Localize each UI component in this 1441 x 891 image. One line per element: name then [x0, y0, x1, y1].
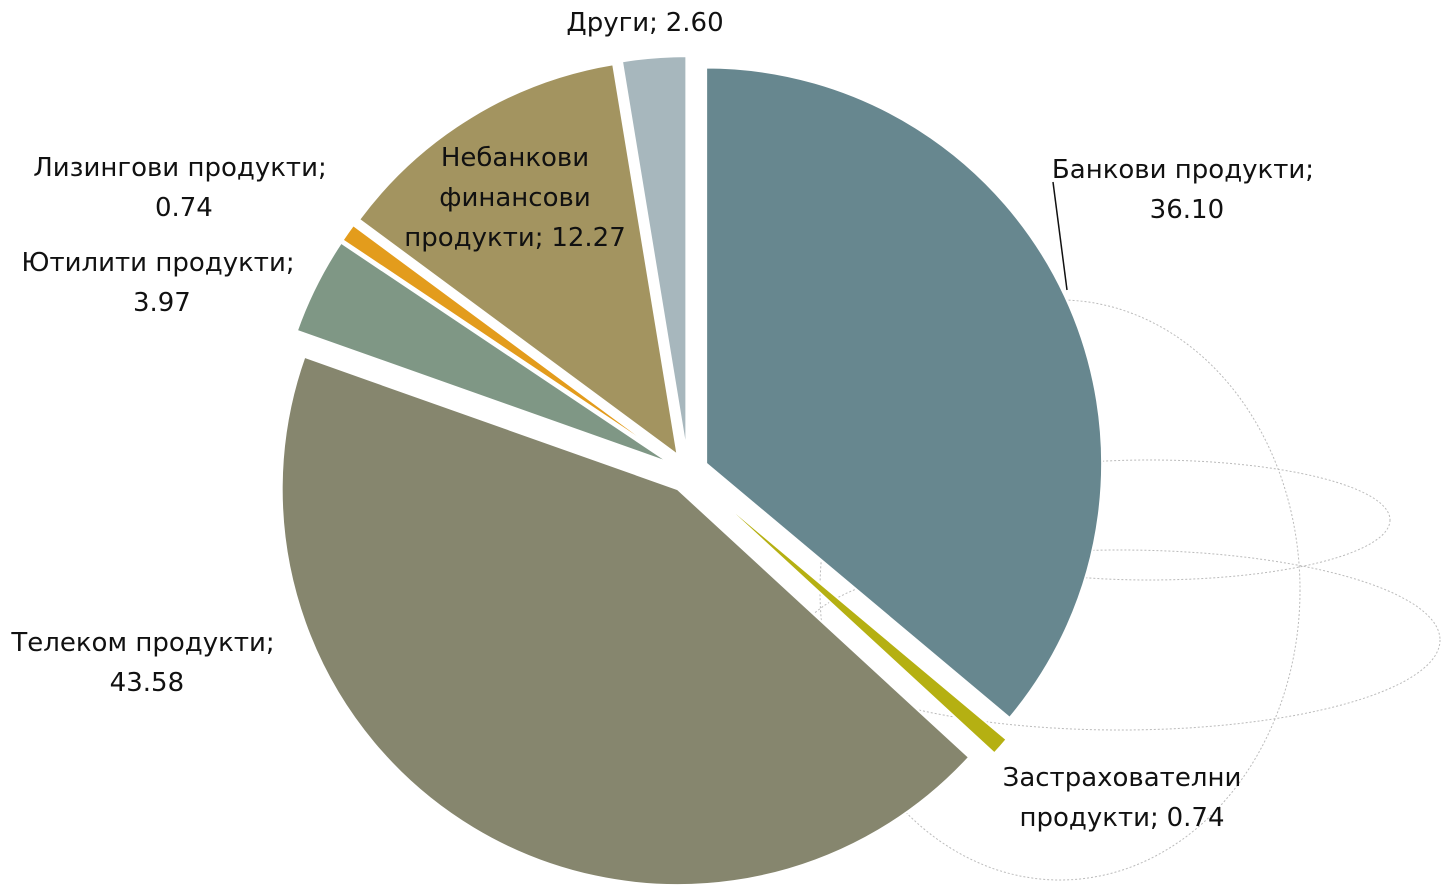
data-label: Лизингови продукти; 0.74	[20, 148, 340, 228]
data-label: Банкови продукти; 36.10	[1043, 150, 1323, 230]
value-label: 36.10	[1150, 190, 1224, 230]
data-label: Ютилити продукти; 3.97	[13, 243, 303, 323]
value-label: 43.58	[110, 663, 184, 703]
value-label: 12.27	[551, 218, 625, 258]
category-label: Телеком продукти;	[11, 628, 274, 658]
category-label: Банкови продукти;	[1052, 155, 1314, 185]
data-label: Други; 2.60	[485, 3, 805, 43]
data-label: Небанкови финансови продукти;12.27	[400, 138, 630, 258]
value-label: 2.60	[666, 3, 724, 43]
data-label: Застрахователни продукти;0.74	[992, 758, 1252, 838]
category-label: Ютилити продукти;	[21, 248, 294, 278]
value-label: 0.74	[1167, 798, 1225, 838]
value-label: 3.97	[133, 283, 191, 323]
category-label: Други;	[566, 8, 658, 38]
data-label: Телеком продукти; 43.58	[3, 623, 283, 703]
value-label: 0.74	[155, 188, 213, 228]
category-label: Лизингови продукти;	[33, 153, 327, 183]
chart: Банкови продукти; 36.10 Застрахователни пр…	[0, 0, 1441, 891]
